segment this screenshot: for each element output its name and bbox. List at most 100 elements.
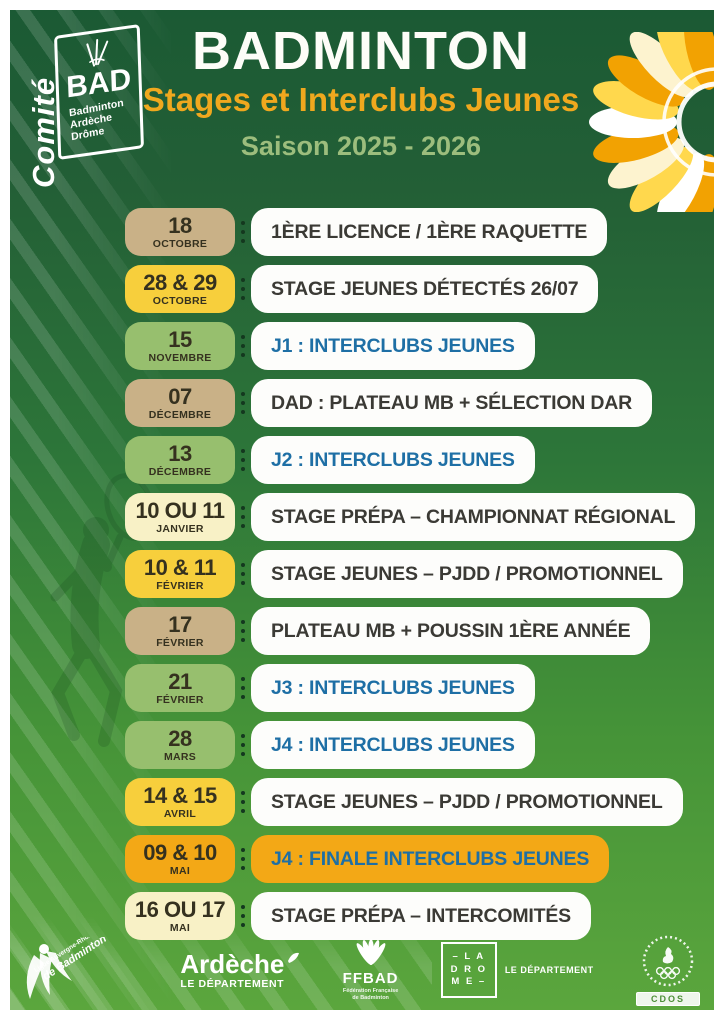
event-label: J2 : INTERCLUBS JEUNES xyxy=(271,448,515,471)
event-label: STAGE JEUNES DÉTECTÉS 26/07 xyxy=(271,277,579,300)
schedule-row: 07 DÉCEMBRE DAD : PLATEAU MB + SÉLECTION… xyxy=(125,379,708,427)
committee-logo: BAD Badminton Ardèche Drôme xyxy=(54,24,144,160)
schedule-row: 09 & 10 MAI J4 : FINALE INTERCLUBS JEUNE… xyxy=(125,835,708,883)
event-pill: STAGE JEUNES – PJDD / PROMOTIONNEL xyxy=(251,550,683,598)
schedule-row: 10 & 11 FÉVRIER STAGE JEUNES – PJDD / PR… xyxy=(125,550,708,598)
dots-connector xyxy=(235,265,251,313)
ffbad-logo: FFBAD Fédération Française de Badminton xyxy=(343,938,399,1001)
dots-connector xyxy=(235,493,251,541)
date-month: MAI xyxy=(169,921,191,934)
event-pill: STAGE PRÉPA – INTERCOMITÉS xyxy=(251,892,591,940)
drome-line-1: – L A xyxy=(452,951,486,963)
shuttlecock-graphic xyxy=(589,32,714,212)
date-days: 13 xyxy=(168,440,192,466)
schedule-row: 18 OCTOBRE 1ÈRE LICENCE / 1ÈRE RAQUETTE xyxy=(125,208,708,256)
dots-connector xyxy=(235,436,251,484)
date-badge: 16 OU 17 MAI xyxy=(125,892,235,940)
event-label: STAGE JEUNES – PJDD / PROMOTIONNEL xyxy=(271,562,663,585)
leaf-icon xyxy=(288,952,300,963)
date-days: 09 & 10 xyxy=(143,839,217,865)
event-label: STAGE PRÉPA – INTERCOMITÉS xyxy=(271,904,571,927)
event-pill: STAGE PRÉPA – CHAMPIONNAT RÉGIONAL xyxy=(251,493,696,541)
date-days: 14 & 15 xyxy=(143,782,217,808)
schedule-row: 13 DÉCEMBRE J2 : INTERCLUBS JEUNES xyxy=(125,436,708,484)
date-days: 17 xyxy=(168,611,192,637)
cdos-label: CDOS xyxy=(635,991,700,1006)
schedule-row: 21 FÉVRIER J3 : INTERCLUBS JEUNES xyxy=(125,664,708,712)
ffbad-sub-label: Fédération Française de Badminton xyxy=(342,988,399,1001)
cdos-logo: CDOS xyxy=(635,935,700,1006)
la-drome-box: – L A D R O M E – xyxy=(440,942,497,998)
schedule-row: 17 FÉVRIER PLATEAU MB + POUSSIN 1ÈRE ANN… xyxy=(125,607,708,655)
dots-connector xyxy=(235,664,251,712)
date-month: AVRIL xyxy=(163,807,197,820)
date-days: 10 & 11 xyxy=(143,554,217,580)
schedule-row: 14 & 15 AVRIL STAGE JEUNES – PJDD / PROM… xyxy=(125,778,708,826)
date-days: 28 xyxy=(168,725,192,751)
event-label: J4 : FINALE INTERCLUBS JEUNES xyxy=(271,847,590,870)
date-badge: 18 OCTOBRE xyxy=(125,208,235,256)
date-month: JANVIER xyxy=(156,522,204,535)
date-days: 21 xyxy=(168,668,192,694)
ligue-aura-badminton-logo: Ligue Auvergne-Rhône-Alpes de Badminton xyxy=(20,918,138,1003)
dots-connector xyxy=(235,550,251,598)
date-badge: 13 DÉCEMBRE xyxy=(125,436,235,484)
date-badge: 17 FÉVRIER xyxy=(125,607,235,655)
ffbad-shuttle-fan-icon xyxy=(356,939,385,966)
date-month: FÉVRIER xyxy=(156,693,204,706)
date-month: FÉVRIER xyxy=(156,579,204,592)
cdos-emblem-icon xyxy=(642,935,694,986)
schedule-row: 10 OU 11 JANVIER STAGE PRÉPA – CHAMPIONN… xyxy=(125,493,708,541)
date-month: NOVEMBRE xyxy=(148,351,212,364)
schedule-row: 15 NOVEMBRE J1 : INTERCLUBS JEUNES xyxy=(125,322,708,370)
date-month: OCTOBRE xyxy=(152,237,208,250)
season-label: Saison 2025 - 2026 xyxy=(240,131,482,162)
ligue-bird-icon: Ligue Auvergne-Rhône-Alpes de Badminton xyxy=(26,918,114,999)
date-days: 15 xyxy=(168,326,192,352)
dots-connector xyxy=(235,892,251,940)
date-days: 07 xyxy=(168,383,192,409)
event-label: STAGE PRÉPA – CHAMPIONNAT RÉGIONAL xyxy=(271,505,676,528)
poster-canvas: Comité BAD Badminton Ardèche Drôme BADMI… xyxy=(10,10,714,1010)
event-pill: J4 : INTERCLUBS JEUNES xyxy=(251,721,535,769)
dots-connector xyxy=(235,778,251,826)
schedule-row: 28 MARS J4 : INTERCLUBS JEUNES xyxy=(125,721,708,769)
date-badge: 28 MARS xyxy=(125,721,235,769)
schedule-row: 16 OU 17 MAI STAGE PRÉPA – INTERCOMITÉS xyxy=(125,892,708,940)
event-label: 1ÈRE LICENCE / 1ÈRE RAQUETTE xyxy=(271,220,588,243)
date-month: MARS xyxy=(163,750,197,763)
ardeche-dept-label: LE DÉPARTEMENT xyxy=(180,977,285,990)
la-drome-departement-logo: – L A D R O M E – LE DÉPARTEMENT xyxy=(440,942,594,998)
dots-connector xyxy=(235,379,251,427)
ardeche-departement-logo: Ardèche LE DÉPARTEMENT xyxy=(180,951,300,990)
schedule: 18 OCTOBRE 1ÈRE LICENCE / 1ÈRE RAQUETTE … xyxy=(125,208,708,949)
event-pill: J2 : INTERCLUBS JEUNES xyxy=(251,436,535,484)
event-label: J4 : INTERCLUBS JEUNES xyxy=(271,733,515,756)
date-month: DÉCEMBRE xyxy=(148,465,212,478)
drome-line-2: D R O xyxy=(450,963,487,975)
dots-connector xyxy=(235,721,251,769)
date-month: MAI xyxy=(169,864,191,877)
date-badge: 28 & 29 OCTOBRE xyxy=(125,265,235,313)
ffbad-name: FFBAD xyxy=(342,970,399,988)
date-badge: 07 DÉCEMBRE xyxy=(125,379,235,427)
event-label: PLATEAU MB + POUSSIN 1ÈRE ANNÉE xyxy=(271,619,631,642)
dots-connector xyxy=(235,322,251,370)
header-titles: BADMINTON Stages et Interclubs Jeunes Sa… xyxy=(130,24,592,160)
dots-connector xyxy=(235,208,251,256)
date-badge: 10 & 11 FÉVRIER xyxy=(125,550,235,598)
date-badge: 09 & 10 MAI xyxy=(125,835,235,883)
event-label: J3 : INTERCLUBS JEUNES xyxy=(271,676,515,699)
event-pill: J4 : FINALE INTERCLUBS JEUNES xyxy=(251,835,610,883)
date-days: 16 OU 17 xyxy=(134,896,226,922)
event-pill: DAD : PLATEAU MB + SÉLECTION DAR xyxy=(251,379,653,427)
schedule-row: 28 & 29 OCTOBRE STAGE JEUNES DÉTECTÉS 26… xyxy=(125,265,708,313)
date-badge: 10 OU 11 JANVIER xyxy=(125,493,235,541)
event-pill: STAGE JEUNES DÉTECTÉS 26/07 xyxy=(251,265,599,313)
dots-connector xyxy=(235,835,251,883)
dots-connector xyxy=(235,607,251,655)
page-subtitle: Stages et Interclubs Jeunes xyxy=(142,81,580,118)
ardeche-name: Ardèche xyxy=(180,948,285,979)
event-pill: STAGE JEUNES – PJDD / PROMOTIONNEL xyxy=(251,778,683,826)
